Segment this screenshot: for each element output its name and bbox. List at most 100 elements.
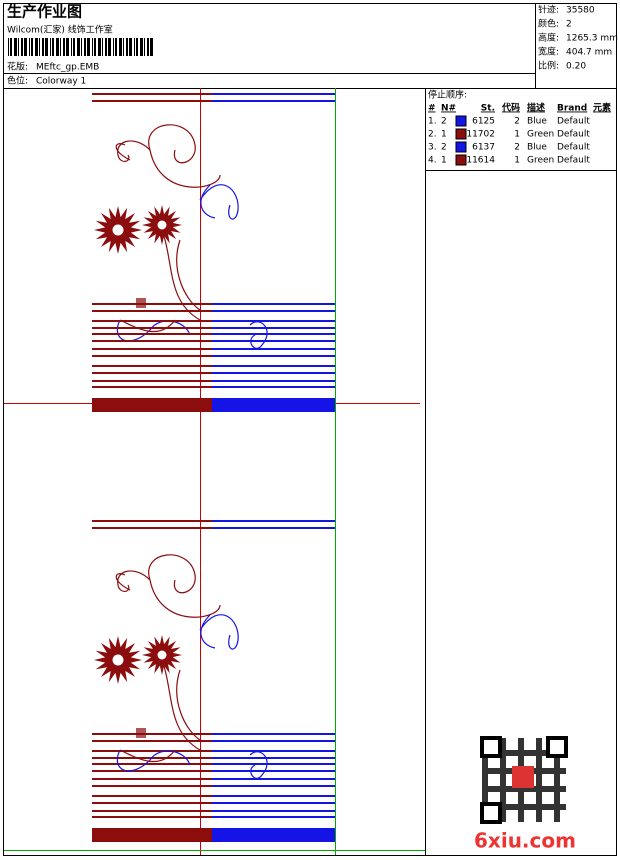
stripe	[212, 757, 335, 759]
qr-cell	[500, 804, 506, 810]
qr-cell	[560, 768, 566, 774]
qr-cell	[494, 768, 500, 774]
barcode-bar	[66, 38, 69, 56]
qr-cell	[548, 786, 554, 792]
barcode-bar	[98, 38, 101, 56]
qr-cell	[500, 810, 506, 816]
stripe	[92, 327, 212, 329]
needle: 2	[441, 117, 447, 127]
info-label: 比例:	[538, 60, 559, 72]
stripe	[212, 520, 335, 522]
qr-cell	[536, 750, 542, 756]
stripe	[92, 785, 212, 787]
stripe	[92, 810, 212, 812]
watermark: 6xiu.com	[474, 829, 576, 853]
stripe	[212, 310, 335, 312]
barcode-bar	[73, 38, 75, 56]
qr-cell	[536, 744, 542, 750]
stripe	[92, 770, 212, 772]
qr-cell	[530, 750, 536, 756]
stitches: 6125	[472, 117, 495, 127]
swatch	[455, 141, 467, 153]
qr-cell	[524, 804, 530, 810]
qr-cell	[482, 780, 488, 786]
column-header: 代码	[501, 102, 520, 114]
barcode-bar	[105, 38, 107, 56]
qr-cell	[500, 762, 506, 768]
qr-cell	[536, 762, 542, 768]
stripe	[92, 386, 212, 388]
barcode-bar	[92, 38, 93, 56]
barcode-bar	[45, 38, 48, 56]
barcode-bar	[42, 38, 44, 56]
stripe	[92, 398, 212, 412]
stripe	[212, 763, 335, 765]
motif-block	[136, 728, 146, 738]
qr-cell	[518, 804, 524, 810]
description: Blue	[527, 117, 547, 127]
qr-cell	[554, 810, 560, 816]
qr-cell	[536, 816, 542, 822]
qr-cell	[518, 744, 524, 750]
barcode-bar	[108, 38, 111, 56]
info-value: 0.20	[566, 62, 586, 72]
brand: Default	[557, 130, 590, 140]
qr-cell	[560, 786, 566, 792]
stripe	[92, 303, 212, 305]
qr-cell	[500, 768, 506, 774]
needle: 2	[441, 143, 447, 153]
qr-cell	[512, 804, 518, 810]
stripe	[212, 100, 335, 102]
needle: 1	[441, 156, 447, 166]
qr-cell	[482, 792, 488, 798]
brand: Default	[557, 143, 590, 153]
stripe	[92, 763, 212, 765]
qr-cell	[536, 738, 542, 744]
description: Green	[527, 156, 554, 166]
qr-cell	[518, 756, 524, 762]
qr-cell	[488, 768, 494, 774]
stripe	[92, 355, 212, 357]
flower-center	[156, 649, 168, 661]
qr-cell	[506, 768, 512, 774]
barcode-bar	[56, 38, 59, 56]
qr-cell	[482, 756, 488, 762]
barcode-bar	[115, 38, 117, 56]
info-value: 404.7 mm	[566, 48, 612, 58]
stripe	[212, 750, 335, 752]
code: 1	[514, 130, 520, 140]
barcode-bar	[21, 38, 23, 56]
qr-cell	[518, 750, 524, 756]
stripe	[212, 828, 335, 842]
qr-cell	[482, 762, 488, 768]
row-index: 4.	[428, 156, 437, 166]
stripe	[92, 310, 212, 312]
qr-cell	[536, 810, 542, 816]
motif-block	[136, 298, 146, 308]
qr-finder	[546, 736, 568, 758]
qr-cell	[536, 786, 542, 792]
stripe	[92, 340, 212, 342]
qr-cell	[530, 786, 536, 792]
stripe	[212, 785, 335, 787]
stripe	[92, 816, 212, 818]
barcode-bar	[18, 38, 19, 56]
colorway: Colorway 1	[36, 77, 86, 87]
barcode-bar	[77, 38, 80, 56]
barcode-bar	[52, 38, 54, 56]
qr-cell	[518, 786, 524, 792]
barcode-bar	[63, 38, 65, 56]
stripe	[212, 778, 335, 780]
stripe	[212, 810, 335, 812]
code: 1	[514, 156, 520, 166]
qr-cell	[518, 762, 524, 768]
barcode-bar	[14, 38, 17, 56]
barcode-bar	[129, 38, 132, 56]
qr-cell	[536, 804, 542, 810]
stripe	[212, 340, 335, 342]
qr-seal	[512, 766, 534, 788]
column-header: #	[428, 104, 436, 114]
stripe	[92, 365, 212, 367]
